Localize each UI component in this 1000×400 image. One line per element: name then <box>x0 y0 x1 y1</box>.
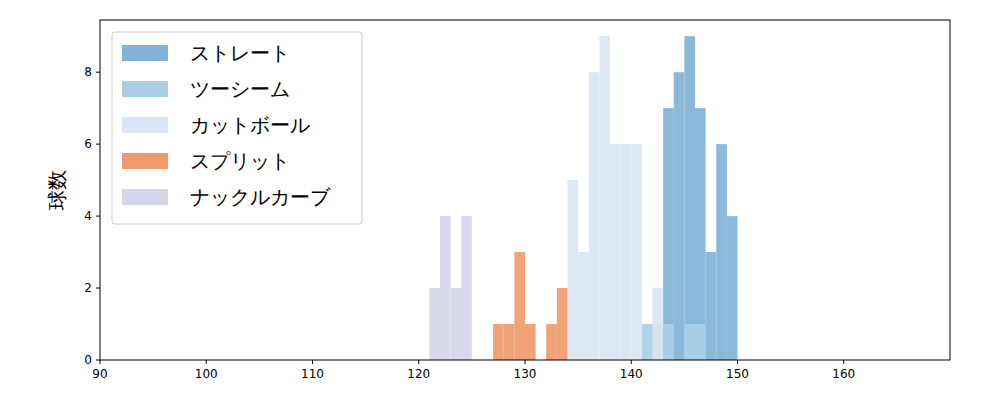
x-tick-label: 100 <box>195 367 218 381</box>
x-tick <box>206 360 207 364</box>
y-tick-label: 8 <box>84 65 92 79</box>
bar <box>525 324 536 360</box>
bar <box>610 144 621 360</box>
x-tick <box>737 360 738 364</box>
y-tick <box>96 288 100 289</box>
y-tick <box>96 360 100 361</box>
bar <box>695 324 706 360</box>
bars <box>429 36 737 360</box>
x-tick-label: 90 <box>92 367 107 381</box>
chart: 90 100 110 120 130 140 150 160 0 2 4 6 8 球数 ストレートツーシーム… <box>0 0 1000 400</box>
x-tick <box>525 360 526 364</box>
bar <box>716 144 727 360</box>
x-tick-label: 140 <box>620 367 643 381</box>
y-tick <box>96 216 100 217</box>
bar <box>546 324 557 360</box>
frame <box>100 20 950 360</box>
legend-label: ツーシーム <box>190 77 290 101</box>
x-tick <box>631 360 632 364</box>
y-tick-label: 2 <box>84 281 92 295</box>
bar <box>568 180 579 360</box>
bar <box>493 324 504 360</box>
legend-swatch <box>122 117 168 133</box>
y-label: 球数 <box>45 170 69 210</box>
bar <box>461 216 472 360</box>
bar <box>674 72 685 360</box>
bar <box>589 72 600 360</box>
x-tick-label: 160 <box>832 367 855 381</box>
x-tick <box>312 360 313 364</box>
x-tick <box>100 360 101 364</box>
bar <box>514 252 525 360</box>
bar <box>578 252 589 360</box>
x-tick <box>418 360 419 364</box>
bar <box>621 144 632 360</box>
y-tick-label: 4 <box>84 209 92 223</box>
legend-swatch <box>122 153 168 169</box>
bar <box>653 288 664 360</box>
bar <box>727 216 738 360</box>
y-tick-label: 6 <box>84 137 92 151</box>
legend-swatch <box>122 45 168 61</box>
legend-label: ストレート <box>190 41 290 65</box>
x-tick <box>843 360 844 364</box>
bar <box>706 252 717 360</box>
bar <box>440 216 451 360</box>
legend-label: カットボール <box>190 113 310 137</box>
legend-label: ナックルカーブ <box>190 185 331 209</box>
bar <box>663 324 674 360</box>
bar <box>429 288 440 360</box>
legend-swatch <box>122 189 168 205</box>
legend-label: スプリット <box>190 149 290 173</box>
bar <box>642 324 653 360</box>
bar <box>695 108 706 360</box>
x-tick-label: 150 <box>726 367 749 381</box>
bar <box>684 36 695 360</box>
y-tick <box>96 72 100 73</box>
bar <box>599 36 610 360</box>
bar <box>451 288 462 360</box>
legend-box <box>112 32 362 224</box>
bar <box>684 324 695 360</box>
legend-swatch <box>122 81 168 97</box>
x-tick-label: 130 <box>514 367 537 381</box>
x-tick-label: 110 <box>301 367 324 381</box>
bar <box>631 144 642 360</box>
x-tick-label: 120 <box>407 367 430 381</box>
legend: ストレートツーシームカットボールスプリットナックルカーブ <box>112 32 362 224</box>
y-tick-label: 0 <box>84 353 92 367</box>
y-tick <box>96 144 100 145</box>
bar <box>504 324 515 360</box>
bar <box>663 108 674 360</box>
bar <box>557 288 568 360</box>
